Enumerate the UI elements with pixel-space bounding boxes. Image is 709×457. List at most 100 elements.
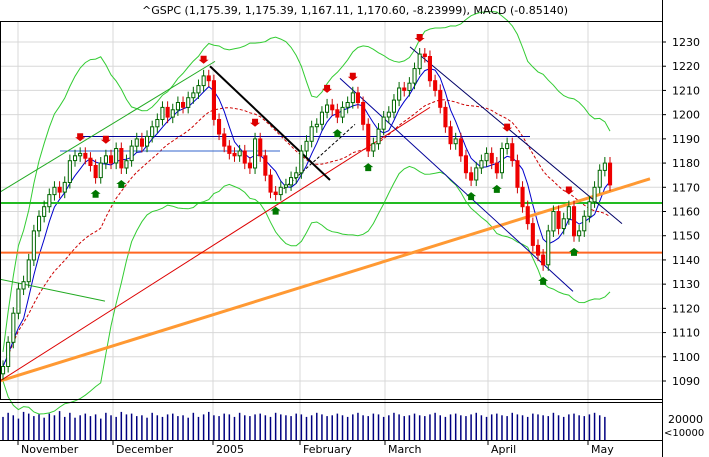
candle-body <box>453 138 458 145</box>
candle-body <box>304 140 309 152</box>
y-tick-label: 1100 <box>672 351 700 364</box>
candle-body <box>371 143 376 152</box>
candle-body <box>299 150 304 174</box>
sell-arrow <box>75 133 86 142</box>
candle-body <box>253 138 258 169</box>
candle-body <box>217 119 222 135</box>
candle-body <box>227 145 232 154</box>
candle-body <box>206 75 211 82</box>
candle-body <box>556 211 561 229</box>
candle-body <box>330 104 335 111</box>
y-tick-label: 1180 <box>672 157 700 170</box>
candle-body <box>536 244 541 256</box>
candle-body <box>587 201 592 217</box>
x-tick-label: December <box>116 443 174 456</box>
candle-body <box>134 138 139 147</box>
candle-body <box>242 150 247 164</box>
y-tick-label: 1230 <box>672 36 700 49</box>
trend-line <box>0 106 431 382</box>
candle-body <box>361 102 366 125</box>
x-tick-label: February <box>303 443 352 456</box>
candle-body <box>546 230 551 266</box>
candle-body <box>314 123 319 128</box>
candle-body <box>608 162 613 186</box>
candle-body <box>325 104 330 113</box>
candle-body <box>109 155 114 164</box>
sell-arrow <box>198 55 209 64</box>
candle-body <box>21 281 26 290</box>
candle-body <box>6 341 11 367</box>
candle-body <box>520 186 525 208</box>
candle-body <box>489 152 494 164</box>
candle-body <box>417 53 422 70</box>
candle-body <box>582 215 587 232</box>
candle-body <box>273 191 278 196</box>
candlesticks <box>1 48 613 380</box>
candle-body <box>165 106 170 118</box>
candle-body <box>319 111 324 125</box>
candle-body <box>201 75 206 87</box>
moving-average <box>2 68 611 367</box>
sell-arrow <box>347 72 358 81</box>
y-tick-label: 1220 <box>672 60 700 73</box>
candle-body <box>186 97 191 108</box>
indicator-lines <box>2 10 611 415</box>
buy-arrow <box>568 247 579 256</box>
y-tick-label: 1200 <box>672 109 700 122</box>
candle-body <box>11 312 16 343</box>
candle-body <box>469 172 474 181</box>
buy-arrow <box>466 192 477 201</box>
y-tick-label: 1150 <box>672 230 700 243</box>
bollinger-lower <box>2 165 611 415</box>
buy-arrow <box>538 276 549 285</box>
candle-body <box>73 155 78 162</box>
candle-body <box>355 92 360 104</box>
candle-body <box>191 92 196 99</box>
candle-body <box>381 116 386 130</box>
candle-body <box>510 143 515 162</box>
trend-line <box>409 46 623 224</box>
y-tick-label: 1190 <box>672 133 700 146</box>
trend-line <box>339 77 574 292</box>
candle-body <box>78 152 83 157</box>
candle-body <box>433 80 438 91</box>
candle-body <box>376 128 381 145</box>
volume-tick-label: <10000 <box>664 428 704 439</box>
sell-arrow <box>563 186 574 195</box>
candle-body <box>67 160 72 183</box>
candle-body <box>474 167 479 181</box>
candle-body <box>258 138 263 157</box>
volume-bars <box>2 411 606 440</box>
candle-body <box>129 145 134 162</box>
candle-body <box>597 169 602 188</box>
y-tick-label: 1090 <box>672 375 700 388</box>
candle-body <box>31 230 36 261</box>
candle-body <box>222 133 227 147</box>
candle-body <box>479 160 484 169</box>
candle-body <box>366 123 371 152</box>
candle-body <box>175 102 180 111</box>
candle-body <box>530 223 535 246</box>
x-tick-label: May <box>591 443 614 456</box>
candle-body <box>170 109 175 118</box>
candle-body <box>119 148 124 169</box>
candle-body <box>386 111 391 118</box>
trend-line <box>0 60 216 193</box>
sell-arrow <box>100 135 111 144</box>
buy-arrow <box>90 189 101 198</box>
candle-body <box>463 155 468 174</box>
candle-body <box>289 177 294 186</box>
trend-lines <box>0 46 662 383</box>
y-tick-label: 1120 <box>672 302 700 315</box>
candle-body <box>494 162 499 174</box>
candle-body <box>150 126 155 138</box>
sell-arrow <box>414 34 425 43</box>
y-tick-label: 1160 <box>672 206 700 219</box>
sell-arrow <box>250 118 261 127</box>
candle-body <box>83 152 88 159</box>
candle-body <box>566 206 571 220</box>
candle-body <box>443 106 448 128</box>
candle-body <box>1 366 6 375</box>
